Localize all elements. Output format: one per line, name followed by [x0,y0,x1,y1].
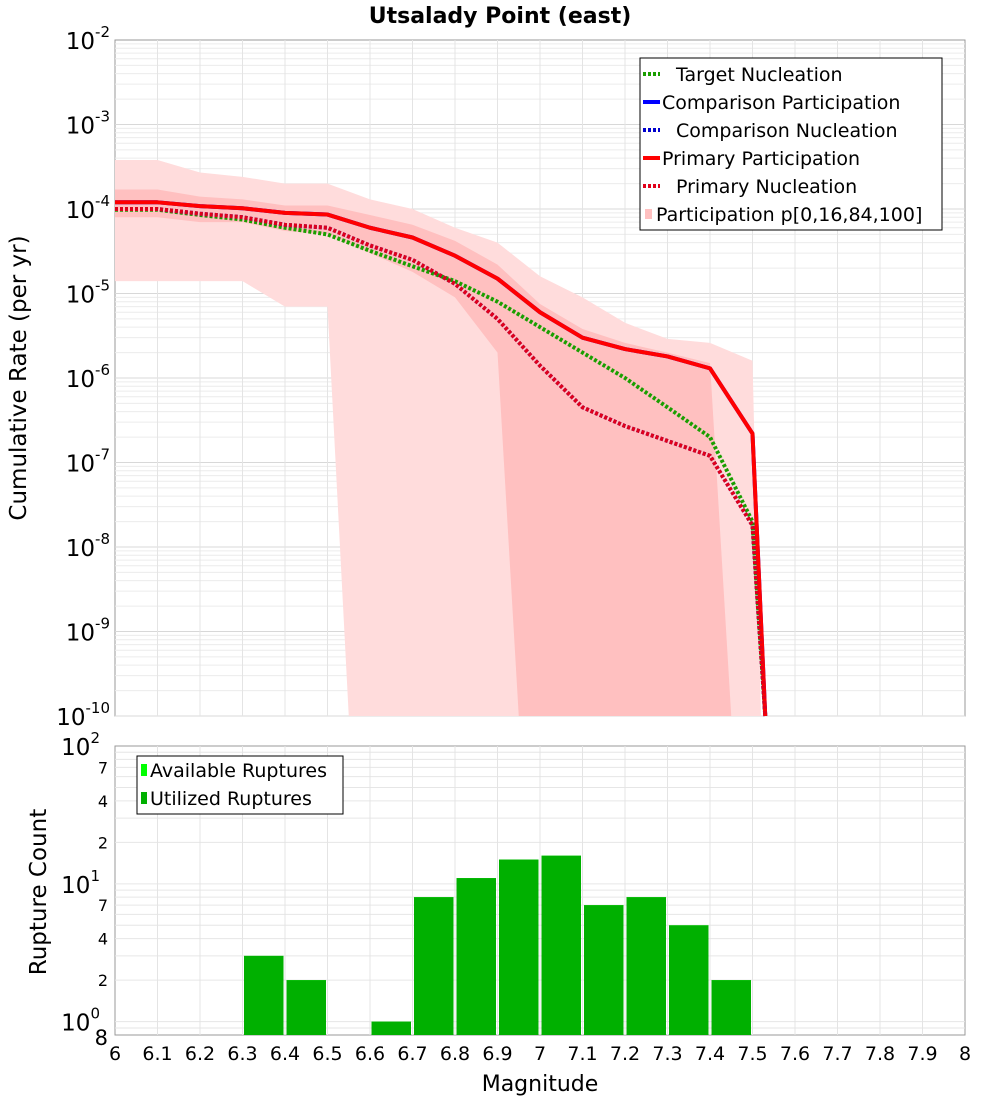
x-ticks: 6 6.1 6.2 6.3 6.4 6.5 6.6 6.7 6.8 6.9 7 7.1 7.2 7.3 7.… [109,1043,971,1065]
x-tick-label: 6.4 [270,1043,300,1065]
series-line-target-nucleation [115,207,768,717]
rupture-y-minor-tick-label: 8 [95,1026,108,1050]
rate-y-axis-label: Cumulative Rate (per yr) [6,235,32,520]
legend-label: Available Ruptures [150,760,327,782]
rate-lines [115,200,768,717]
legend-swatch [141,792,147,804]
bar-utilized-ruptures [584,905,624,1035]
rupture-legend-box [136,755,344,815]
rupture-y-minor-tick-label: 4 [98,930,108,949]
x-tick-label: 7.3 [652,1043,682,1065]
rate-y-ticks: 10-2 10-3 10-4 10-5 10-6 10-7 10-8 10-9 10-10 [56,23,110,731]
x-tick-label: 6.2 [185,1043,215,1065]
rupture-y-tick-label: 100 [61,1005,100,1037]
x-tick-label: 6.5 [312,1043,342,1065]
x-tick-label: 6.1 [142,1043,172,1065]
x-tick-label: 6.9 [482,1043,512,1065]
x-tick-label: 6 [109,1043,121,1065]
x-tick-label: 8 [959,1043,971,1065]
bar-utilized-ruptures [414,897,454,1035]
x-tick-label: 7.6 [780,1043,810,1065]
legend-label: Primary Nucleation [676,176,857,198]
x-tick-label: 7.8 [865,1043,895,1065]
bar-utilized-ruptures [669,925,709,1035]
bar-utilized-ruptures [244,955,284,1035]
rupture-y-tick-label: 102 [61,729,100,761]
rupture-y-minor-tick-label: 4 [98,792,108,811]
rate-y-tick-label: 10-10 [56,699,110,731]
rate-y-tick-label: 10-9 [66,615,110,647]
rate-legend-box [639,57,943,231]
rate-y-tick-label: 10-6 [66,361,110,393]
x-tick-label: 7 [534,1043,546,1065]
legend-swatch [141,764,147,776]
rate-y-tick-label: 10-4 [66,192,110,224]
rate-y-tick-label: 10-5 [66,277,110,309]
rate-bands [115,160,761,716]
rupture-y-minor-tick-label: 7 [98,896,108,915]
rupture-y-minor-tick-label: 7 [98,758,108,777]
rupture-y-tick-label: 101 [61,867,100,899]
legend-swatch [645,209,652,219]
series-line-primary-nucleation [115,207,768,717]
rate-plot: 10-2 10-3 10-4 10-5 10-6 10-7 10-8 10-9 10-10 Ta… [6,23,966,731]
x-axis-label: Magnitude [482,1072,599,1097]
legend-label: Utilized Ruptures [150,788,312,810]
rupture-legend: Available Ruptures Utilized Ruptures [136,755,344,815]
rate-legend: Target Nucleation Comparison Participatio… [639,57,943,231]
legend-label: Comparison Nucleation [676,120,898,142]
bar-utilized-ruptures [541,855,581,1035]
legend-label: Target Nucleation [675,64,843,86]
rupture-y-ticks: 102 101 100 7 4 2 7 4 2 8 [61,729,108,1050]
bar-utilized-ruptures [456,878,496,1035]
x-tick-label: 6.3 [227,1043,257,1065]
legend-label: Comparison Participation [662,92,900,114]
bar-utilized-ruptures [286,980,326,1035]
participation-band-1 [115,189,732,716]
rupture-y-minor-tick-label: 2 [98,971,108,990]
rate-y-tick-label: 10-3 [66,108,110,140]
rupture-y-axis-label: Rupture Count [26,809,52,975]
bar-utilized-ruptures [626,897,666,1035]
series-line-primary-participation [115,200,768,717]
x-tick-label: 7.7 [822,1043,852,1065]
x-tick-label: 7.9 [907,1043,937,1065]
legend-label: Primary Participation [662,148,860,170]
legend-label: Participation p[0,16,84,100] [656,204,922,226]
rate-y-tick-label: 10-7 [66,446,110,478]
x-tick-label: 6.7 [397,1043,427,1065]
x-tick-label: 7.2 [610,1043,640,1065]
rupture-y-minor-tick-label: 2 [98,833,108,852]
x-tick-label: 7.4 [695,1043,725,1065]
bar-utilized-ruptures [711,980,751,1035]
bar-utilized-ruptures [371,1021,411,1035]
rate-y-tick-label: 10-2 [66,23,110,55]
bar-utilized-ruptures [499,859,539,1035]
x-tick-label: 7.5 [737,1043,767,1065]
x-tick-label: 7.1 [567,1043,597,1065]
chart-title: Utsalady Point (east) [369,4,632,29]
rupture-bars [244,855,751,1035]
rate-y-tick-label: 10-8 [66,530,110,562]
x-tick-label: 6.6 [355,1043,385,1065]
x-tick-label: 6.8 [440,1043,470,1065]
